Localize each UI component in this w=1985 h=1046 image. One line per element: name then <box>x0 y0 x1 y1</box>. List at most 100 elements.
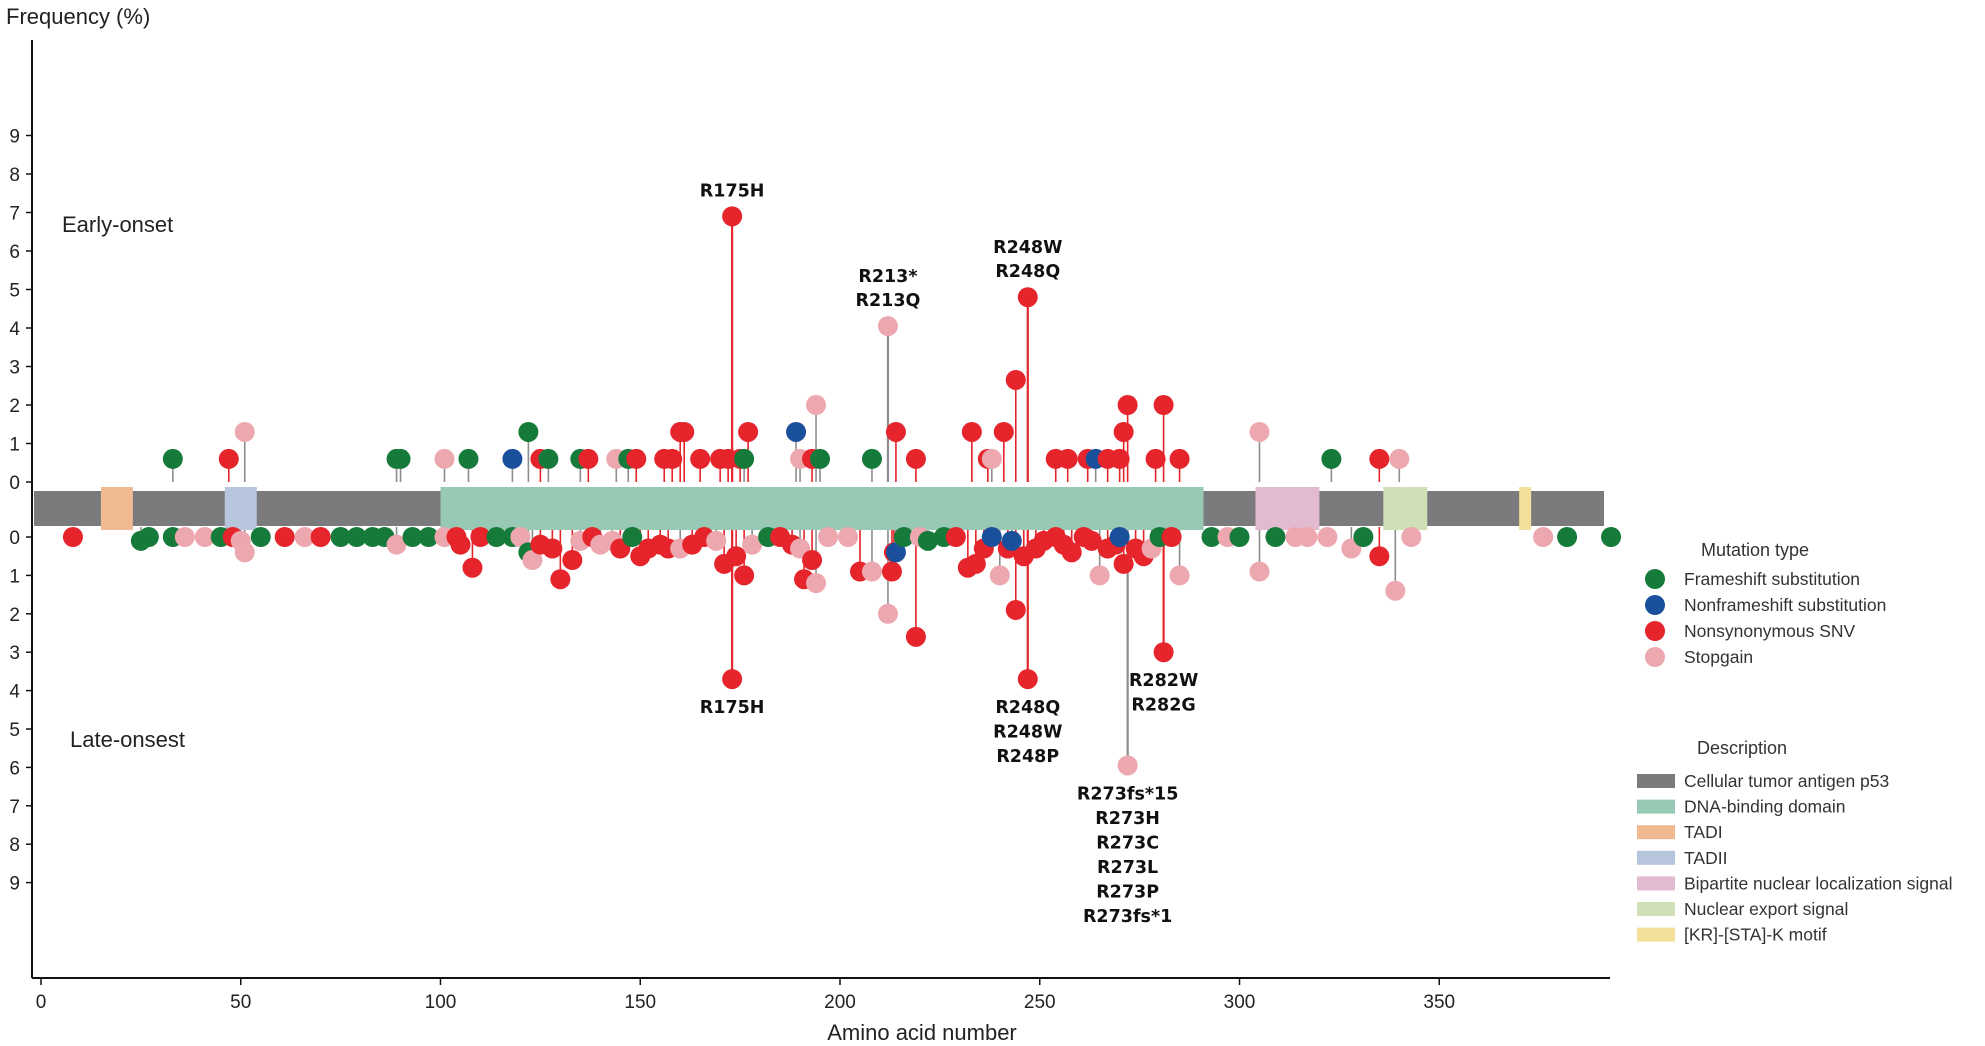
late-point <box>722 669 743 690</box>
late-point <box>1201 527 1222 547</box>
late-point <box>470 527 491 547</box>
late-point <box>1017 669 1038 690</box>
legend-label-kr-sta-k-motif: [KR]-[STA]-K motif <box>1684 925 1827 945</box>
early-point <box>734 448 755 469</box>
late-point <box>1161 527 1182 547</box>
x-tick-label: 200 <box>824 992 856 1013</box>
late-point <box>1249 561 1270 582</box>
late-point <box>1297 527 1318 547</box>
y-tick-label-bottom: 0 <box>9 528 20 549</box>
y-tick-label-top: 6 <box>9 242 20 263</box>
late-point <box>194 527 215 547</box>
x-tick-label: 100 <box>425 992 457 1013</box>
mutation-label-late-r248w: R248W <box>993 723 1062 743</box>
late-point <box>1109 527 1130 547</box>
early-point <box>981 448 1002 469</box>
late-point <box>981 527 1002 547</box>
mutation-label-late-r282w: R282W <box>1129 671 1198 691</box>
early-point <box>662 448 683 469</box>
early-point <box>861 448 882 469</box>
late-point <box>1061 542 1082 563</box>
y-axis-title: Frequency (%) <box>6 4 150 29</box>
late-point <box>1169 565 1190 586</box>
y-tick-label-bottom: 5 <box>9 720 20 741</box>
mutation-label-early-r213q: R213Q <box>855 291 920 311</box>
y-tick-label-bottom: 9 <box>9 874 20 895</box>
late-point <box>965 553 986 574</box>
late-point <box>330 527 351 547</box>
early-point <box>877 316 898 337</box>
early-point <box>502 448 523 469</box>
late-point <box>1385 580 1406 601</box>
y-tick-label-bottom: 8 <box>9 835 20 856</box>
legend-swatch-bipartite-nuclear-localization-signal <box>1637 876 1675 891</box>
late-point <box>346 527 367 547</box>
early-point <box>810 448 831 469</box>
late-point <box>562 550 583 571</box>
late-point <box>1601 527 1622 547</box>
early-point <box>518 421 539 442</box>
late-point <box>905 626 926 647</box>
early-point <box>1117 395 1138 415</box>
early-point <box>626 448 647 469</box>
early-point <box>1321 448 1342 469</box>
early-point <box>905 448 926 469</box>
early-point <box>674 421 695 442</box>
domain-kr-sta-k-motif <box>1519 487 1532 530</box>
late-point <box>1005 599 1026 620</box>
late-point <box>310 527 331 547</box>
legend-swatch-nuclear-export-signal <box>1637 902 1675 916</box>
late-point <box>1113 553 1134 574</box>
y-tick-label-top: 2 <box>9 396 20 417</box>
legend-marker-nonsynonymous-snv <box>1645 621 1665 641</box>
y-tick-label-bottom: 2 <box>9 605 20 626</box>
legend-swatch-kr-sta-k-motif <box>1637 927 1675 942</box>
early-point <box>162 448 183 469</box>
mutation-label-early-r248w: R248W <box>993 238 1062 258</box>
late-point <box>734 565 755 586</box>
late-point <box>989 565 1010 586</box>
legend-marker-nonframeshift-substitution <box>1645 595 1665 615</box>
early-point <box>458 448 479 469</box>
y-tick-label-top: 0 <box>9 473 20 494</box>
late-point <box>462 557 483 578</box>
late-point <box>274 527 295 547</box>
x-tick-label: 150 <box>624 992 656 1013</box>
early-point <box>1113 421 1134 442</box>
mutation-label-late-r248q: R248Q <box>995 698 1060 718</box>
x-tick-label: 50 <box>230 992 251 1013</box>
mutation-label-late-r273fs-15: R273fs*15 <box>1077 784 1179 804</box>
late-point <box>174 527 195 547</box>
early-point <box>1389 448 1410 469</box>
legend-label-dna-binding-domain: DNA-binding domain <box>1684 797 1845 817</box>
legend-label-nonframeshift-substitution: Nonframeshift substitution <box>1684 595 1886 615</box>
late-point <box>622 527 643 547</box>
late-point <box>294 527 315 547</box>
protein-domain-bar <box>34 487 1604 530</box>
early-onset-points <box>162 206 1410 469</box>
late-point <box>1317 527 1338 547</box>
early-point <box>390 448 411 469</box>
x-tick-label: 300 <box>1224 992 1256 1013</box>
y-tick-label-bottom: 1 <box>9 566 20 587</box>
late-point <box>386 534 407 555</box>
mutation-label-late-r273fs-1: R273fs*1 <box>1083 907 1172 927</box>
legend-label-bipartite-nuclear-localization-signal: Bipartite nuclear localization signal <box>1684 873 1952 893</box>
y-tick-label-bottom: 6 <box>9 758 20 779</box>
early-point <box>1057 448 1078 469</box>
mutation-label-late-r273c: R273C <box>1096 833 1159 853</box>
late-point <box>917 530 938 551</box>
early-point <box>1369 448 1390 469</box>
late-point <box>1353 527 1374 547</box>
early-point <box>1249 421 1270 442</box>
y-tick-label-top: 1 <box>9 435 20 456</box>
late-point <box>1117 755 1138 776</box>
late-point <box>450 534 471 555</box>
early-point <box>218 448 239 469</box>
late-onset-stems <box>140 527 1397 766</box>
late-point <box>885 542 906 563</box>
early-point <box>993 421 1014 442</box>
early-point <box>1017 287 1038 308</box>
